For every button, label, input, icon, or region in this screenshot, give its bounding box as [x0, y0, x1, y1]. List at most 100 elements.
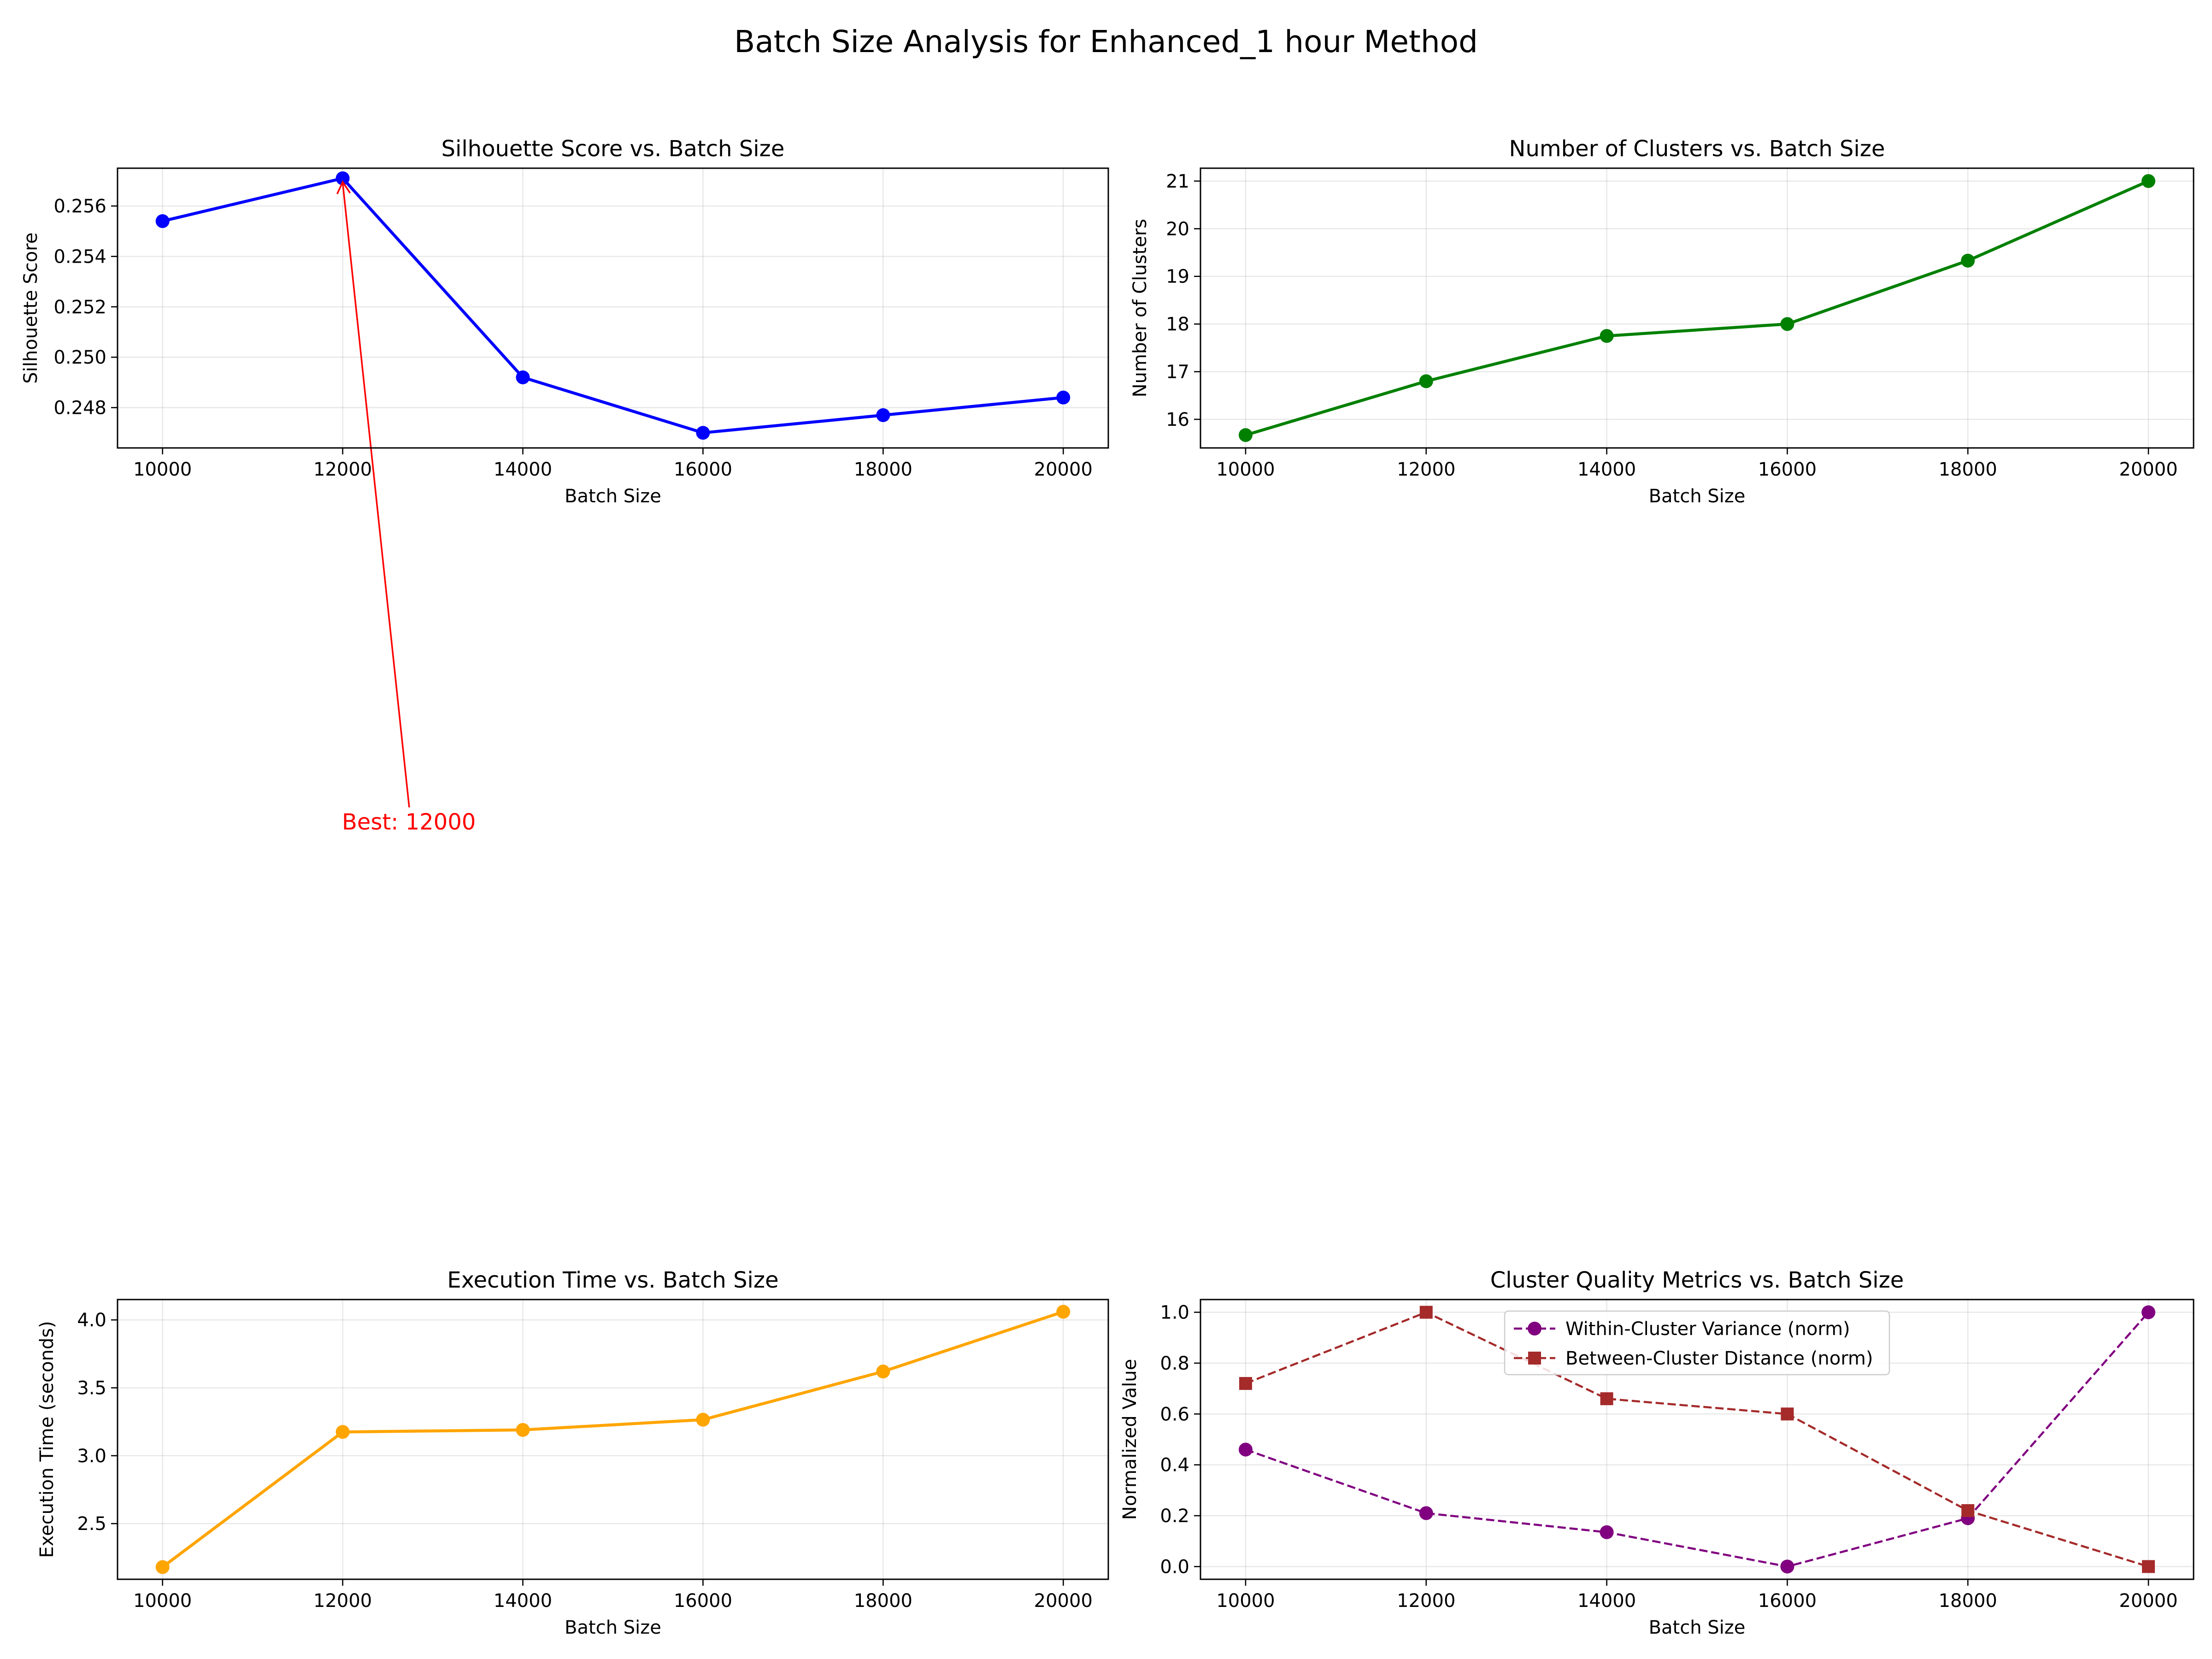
silhouette-series-0-line	[162, 176, 1064, 435]
clusters-ytick-label-1: 17	[1166, 362, 1189, 383]
clusters-series-0-point-0	[1238, 428, 1253, 442]
exec-time-series-0-point-5	[1056, 1305, 1071, 1319]
quality-series-1-point-0	[1239, 1377, 1252, 1390]
quality-ylabel: Normalized Value	[1119, 1359, 1141, 1520]
clusters-ytick-label-2: 18	[1166, 314, 1189, 335]
silhouette-annotation-label: Best: 12000	[342, 809, 476, 835]
clusters-xtick-label-0: 10000	[1216, 459, 1275, 480]
silhouette-xtick-label-3: 16000	[674, 459, 732, 480]
clusters-ytick-label-5: 21	[1166, 171, 1189, 192]
exec-time-series-0-point-1	[335, 1425, 350, 1439]
quality-xtick-label-4: 18000	[1939, 1590, 1997, 1612]
clusters-series-0-point-1	[1419, 374, 1433, 388]
exec-time-ytick-label-3: 4.0	[77, 1310, 106, 1331]
clusters-ytick-label-0: 16	[1166, 409, 1189, 430]
quality-ytick-label-2: 0.4	[1160, 1455, 1189, 1476]
quality-series-0-point-5	[2141, 1305, 2156, 1319]
quality-series-1-point-4	[1961, 1504, 1975, 1518]
quality-xtick-label-3: 16000	[1758, 1590, 1817, 1612]
silhouette-xtick-label-4: 18000	[854, 459, 912, 480]
silhouette-series-0-point-5	[1056, 390, 1071, 405]
silhouette-series-0-point-3	[696, 426, 710, 440]
silhouette-ylabel: Silhouette Score	[20, 232, 41, 383]
quality-series-1-point-5	[2142, 1560, 2155, 1573]
quality-legend-label-1: Between-Cluster Distance (norm)	[1565, 1348, 1873, 1369]
exec-time-xtick-label-4: 18000	[854, 1590, 912, 1612]
silhouette-series-0-point-1	[335, 171, 350, 185]
quality-series-0-line	[1245, 1312, 2149, 1568]
silhouette-series-0-point-4	[876, 408, 890, 422]
quality-series-1-point-2	[1600, 1392, 1613, 1406]
exec-time-series-0-point-0	[155, 1560, 170, 1574]
exec-time-xtick-label-0: 10000	[133, 1590, 192, 1612]
clusters-xtick-label-3: 16000	[1758, 459, 1817, 480]
silhouette-annotation-arrow	[341, 182, 410, 808]
exec-time-xtick-label-5: 20000	[1034, 1590, 1093, 1612]
quality-xtick-label-0: 10000	[1216, 1590, 1275, 1612]
exec-time-title: Execution Time vs. Batch Size	[447, 1267, 778, 1293]
exec-time-xtick-label-3: 16000	[674, 1590, 732, 1612]
exec-time-ytick-label-0: 2.5	[77, 1513, 106, 1535]
clusters-xlabel: Batch Size	[1649, 486, 1746, 507]
silhouette-annotation-arrowhead	[336, 180, 351, 194]
exec-time-chart: 10000 12000 14000 16000 18000 20000 2.5 3.0 3.5 4…	[36, 1267, 1109, 1638]
clusters-series-0-point-3	[1780, 317, 1794, 331]
quality-series-0-point-2	[1600, 1525, 1614, 1539]
exec-time-series-0-point-4	[876, 1365, 890, 1379]
quality-chart: 10000 12000 14000 16000 18000 20000 0.0 0.2 0.4 0…	[1119, 1267, 2194, 1638]
clusters-xtick-label-4: 18000	[1939, 459, 1997, 480]
quality-series-0-point-0	[1238, 1442, 1253, 1457]
silhouette-xtick-label-0: 10000	[133, 459, 192, 480]
quality-ytick-label-5: 1.0	[1160, 1302, 1189, 1324]
quality-legend-marker-0	[1528, 1322, 1541, 1335]
quality-xlabel: Batch Size	[1649, 1617, 1746, 1638]
silhouette-xlabel: Batch Size	[565, 486, 661, 507]
exec-time-series-0-point-3	[696, 1412, 710, 1427]
exec-time-ytick-label-1: 3.0	[77, 1446, 106, 1467]
clusters-series-0-line	[1245, 179, 2149, 437]
silhouette-ytick-label-0: 0.248	[53, 398, 106, 419]
exec-time-ytick-label-2: 3.5	[77, 1378, 106, 1399]
quality-series-0-point-3	[1780, 1559, 1794, 1574]
clusters-series-0-point-4	[1961, 253, 1975, 268]
quality-axes-frame	[1200, 1299, 2194, 1580]
clusters-axes-frame	[1200, 167, 2194, 449]
figure-title: Batch Size Analysis for Enhanced_1 hour …	[734, 24, 1478, 59]
exec-time-axes-frame	[117, 1299, 1109, 1580]
clusters-ylabel: Number of Clusters	[1130, 219, 1151, 397]
clusters-series-0-point-5	[2141, 174, 2156, 188]
quality-ytick-label-1: 0.2	[1160, 1506, 1189, 1527]
clusters-xtick-label-2: 14000	[1577, 459, 1636, 480]
quality-legend-marker-1	[1528, 1352, 1541, 1365]
silhouette-series-0-point-2	[516, 370, 530, 384]
quality-series-0-point-1	[1419, 1506, 1433, 1520]
quality-xtick-label-2: 14000	[1577, 1590, 1636, 1612]
quality-xtick-label-1: 12000	[1397, 1590, 1455, 1612]
clusters-series-0-point-2	[1600, 329, 1614, 343]
exec-time-xtick-label-2: 14000	[494, 1590, 552, 1612]
quality-ytick-label-3: 0.6	[1160, 1404, 1189, 1425]
silhouette-ytick-label-4: 0.256	[53, 196, 106, 217]
silhouette-ytick-label-1: 0.250	[53, 347, 106, 368]
quality-series-1-line	[1245, 1311, 2149, 1568]
clusters-xtick-label-1: 12000	[1397, 459, 1455, 480]
quality-xtick-label-5: 20000	[2119, 1590, 2177, 1612]
silhouette-ytick-label-2: 0.252	[53, 297, 106, 318]
quality-legend-box	[1504, 1310, 1890, 1376]
quality-ytick-label-4: 0.8	[1160, 1353, 1189, 1374]
silhouette-chart: 10000 12000 14000 16000 18000 20000 0.248 0.250…	[20, 136, 1109, 835]
silhouette-ytick-label-3: 0.254	[53, 246, 106, 267]
exec-time-xtick-label-1: 12000	[313, 1590, 372, 1612]
clusters-chart: 10000 12000 14000 16000 18000 20000 16 17 18 19 20…	[1130, 136, 2194, 507]
quality-title: Cluster Quality Metrics vs. Batch Size	[1490, 1267, 1904, 1293]
clusters-title: Number of Clusters vs. Batch Size	[1509, 136, 1885, 162]
clusters-ytick-label-4: 20	[1166, 218, 1189, 240]
silhouette-xtick-label-2: 14000	[494, 459, 552, 480]
exec-time-series-0-line	[161, 1310, 1064, 1569]
silhouette-xtick-label-5: 20000	[1034, 459, 1093, 480]
exec-time-series-0-point-2	[516, 1423, 530, 1437]
silhouette-xtick-label-1: 12000	[313, 459, 372, 480]
silhouette-title: Silhouette Score vs. Batch Size	[441, 136, 785, 162]
